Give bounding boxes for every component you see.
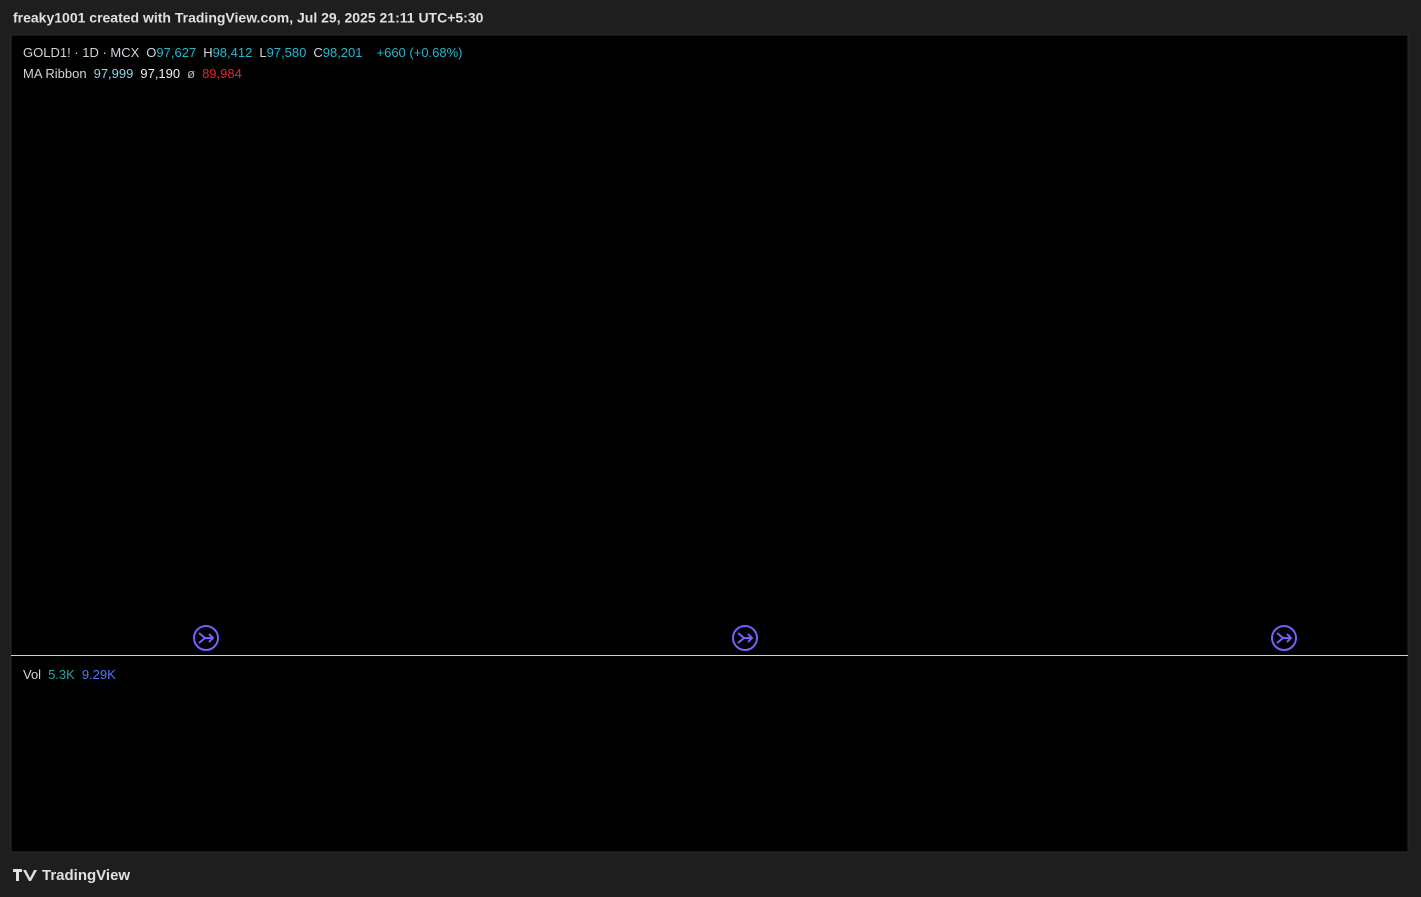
ribbon-separator: ø (187, 66, 196, 81)
event-icon[interactable] (732, 625, 758, 651)
brand-name: TradingView (42, 867, 130, 884)
ohlc-item: C98,201 (313, 45, 362, 60)
ma-ribbon-legend: MA Ribbon 97,999 97,190 ø 89,984 (23, 66, 249, 81)
brand-logo (13, 869, 37, 881)
ribbon-name: MA Ribbon (23, 66, 87, 81)
symbol: GOLD1! · 1D · MCX (23, 45, 140, 60)
symbol-legend: GOLD1! · 1D · MCX O97,627 H98,412 L97,580 C… (23, 45, 470, 60)
ohlc-legend: O97,627 H98,412 L97,580 C98,201 (146, 45, 362, 60)
volume-last: 5.3K (48, 667, 75, 682)
event-markers (193, 625, 1297, 651)
ma-value: 89,984 (202, 66, 242, 81)
ohlc-item: O97,627 (146, 45, 196, 60)
ohlc-prefix: L (259, 45, 267, 60)
change: +660 (+0.68%) (376, 45, 463, 60)
ohlc-value: 97,580 (266, 45, 307, 60)
event-icon[interactable] (1271, 625, 1297, 651)
volume-ma-value: 9.29K (81, 667, 116, 682)
ohlc-value: 98,412 (212, 45, 253, 60)
volume-title: Vol (23, 667, 42, 682)
ohlc-value: 97,627 (156, 45, 197, 60)
chart-background (10, 34, 1409, 853)
ohlc-item: H98,412 (203, 45, 252, 60)
ohlc-value: 98,201 (322, 45, 363, 60)
ohlc-item: L97,580 (259, 45, 306, 60)
ohlc-prefix: O (146, 45, 157, 60)
event-icon[interactable] (193, 625, 219, 651)
ma-value: 97,190 (140, 66, 181, 81)
ohlc-prefix: C (313, 45, 323, 60)
ohlc-prefix: H (203, 45, 213, 60)
ma-value: 97,999 (93, 66, 134, 81)
header-text: freaky1001 created with TradingView.com,… (13, 10, 484, 26)
volume-legend: Vol 5.3K 9.29K (23, 667, 123, 682)
